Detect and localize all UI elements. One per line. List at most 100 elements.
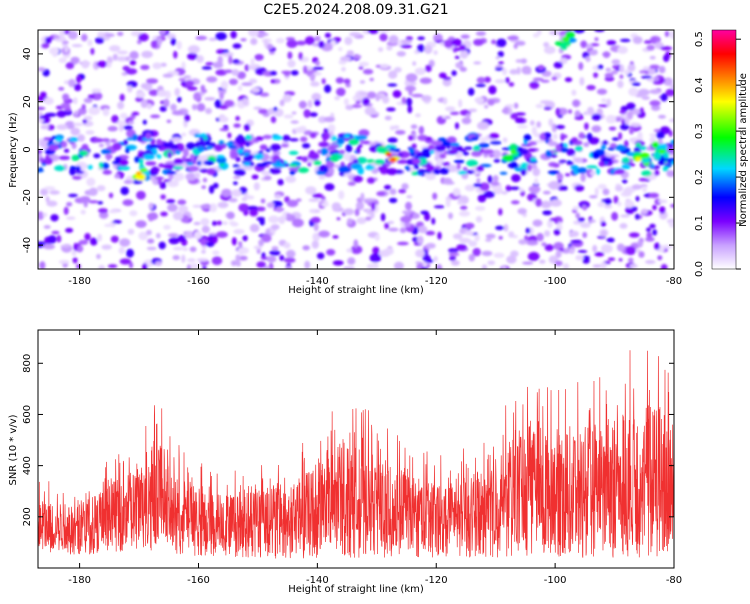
spectrogram-blob (235, 156, 241, 162)
spectrogram-blob (471, 136, 479, 141)
spectrogram-blob (304, 36, 315, 45)
spectrogram-blob (597, 64, 604, 70)
spectrogram-y-tick-label: 20 (22, 95, 33, 108)
spectrogram-blob (383, 163, 391, 167)
spectrogram-blob (274, 194, 282, 199)
spectrogram-blob (235, 116, 240, 121)
spectrogram-blob (195, 35, 208, 41)
spectrogram-blob (565, 31, 575, 40)
spectrogram-blob (635, 195, 640, 202)
spectrogram-blob (555, 124, 566, 130)
spectrogram-blob (488, 154, 495, 158)
spectrogram-blob (258, 239, 264, 247)
spectrogram-panel: -180 -160 -140 -120 -100 -80 -40 -20 0 20 40 Heig… (8, 29, 682, 296)
spectrogram-blob (109, 45, 121, 52)
spectrogram-blob (658, 65, 666, 74)
spectrogram-blob (212, 61, 224, 69)
spectrogram-blob (331, 202, 342, 211)
spectrogram-blob (600, 229, 608, 237)
spectrogram-blob (502, 154, 514, 162)
spectrogram-blob (311, 92, 322, 102)
spectrogram-blob (380, 213, 386, 222)
spectrogram-blob (552, 163, 560, 168)
spectrogram-blob (271, 224, 280, 231)
spectrogram-blob (563, 143, 568, 148)
spectrogram-blob (323, 168, 329, 173)
spectrogram-blob (604, 72, 614, 78)
spectrogram-blob (193, 92, 202, 101)
spectrogram-blob (327, 124, 336, 133)
spectrogram-blob (151, 166, 159, 175)
spectrogram-blob (597, 183, 607, 190)
spectrogram-blob (326, 167, 335, 175)
spectrogram-blob (325, 160, 335, 169)
spectrogram-y-ticks: -40 -20 0 20 40 (22, 48, 674, 253)
spectrogram-blob (119, 258, 132, 265)
snr-y-label: SNR (10 * v/v) (8, 414, 19, 485)
spectrogram-blob (356, 217, 367, 225)
spectrogram-blob (453, 159, 465, 164)
spectrogram-blob (665, 88, 674, 97)
spectrogram-blob (349, 32, 361, 37)
spectrogram-blob (374, 159, 385, 165)
spectrogram-blob (280, 143, 289, 148)
spectrogram-blob (474, 233, 480, 242)
spectrogram-blob (172, 211, 184, 221)
spectrogram-blob (237, 247, 249, 255)
spectrogram-blob (196, 55, 204, 63)
spectrogram-blob (288, 150, 299, 155)
spectrogram-blob (201, 225, 210, 234)
spectrogram-blob (642, 185, 647, 193)
spectrogram-blob (366, 91, 377, 99)
spectrogram-blob (663, 151, 670, 159)
spectrogram-blob (140, 83, 148, 89)
spectrogram-blob (163, 98, 170, 108)
spectrogram-blob (321, 78, 326, 85)
spectrogram-x-tick-label: -120 (425, 276, 448, 287)
spectrogram-blob (580, 222, 591, 229)
spectrogram-blob (308, 198, 320, 202)
spectrogram-blob (635, 157, 642, 162)
spectrogram-blob (46, 200, 58, 207)
spectrogram-blob (91, 91, 103, 101)
spectrogram-blob (289, 138, 299, 142)
spectrogram-blob (262, 134, 272, 140)
spectrogram-blob (384, 222, 390, 230)
spectrogram-blob (214, 144, 223, 152)
spectrogram-blob (75, 75, 82, 84)
spectrogram-blob (572, 206, 579, 211)
spectrogram-blob (437, 231, 442, 240)
spectrogram-blob (289, 170, 295, 176)
spectrogram-blob (501, 191, 508, 195)
spectrogram-blob (571, 89, 577, 96)
spectrogram-blob (642, 66, 650, 71)
spectrogram-blob (651, 141, 660, 149)
spectrogram-blob (146, 103, 152, 110)
spectrogram-blob (297, 167, 309, 174)
spectrogram-blob (145, 132, 152, 140)
spectrogram-blob (508, 186, 520, 191)
spectrogram-blob (517, 124, 528, 129)
spectrogram-blob (146, 229, 152, 236)
spectrogram-blob (51, 230, 60, 235)
spectrogram-blob (129, 60, 137, 66)
spectrogram-blob (417, 44, 425, 53)
spectrogram-blob (288, 167, 300, 171)
spectrogram-blob (237, 85, 243, 91)
spectrogram-blob (398, 151, 410, 159)
spectrogram-blob (230, 260, 238, 266)
spectrogram-blob (307, 152, 320, 160)
spectrogram-blob (399, 227, 407, 234)
spectrogram-blob (592, 244, 598, 253)
spectrogram-blob (536, 233, 544, 242)
spectrogram-blob (578, 132, 585, 139)
spectrogram-blob (74, 110, 79, 117)
spectrogram-blob (282, 94, 292, 103)
spectrogram-blob (536, 121, 542, 128)
spectrogram-blob (366, 263, 375, 269)
spectrogram-blob (393, 261, 404, 269)
spectrogram-blob (152, 62, 162, 70)
spectrogram-blob (638, 251, 645, 258)
spectrogram-blob (38, 150, 43, 154)
spectrogram-blob (189, 246, 197, 253)
